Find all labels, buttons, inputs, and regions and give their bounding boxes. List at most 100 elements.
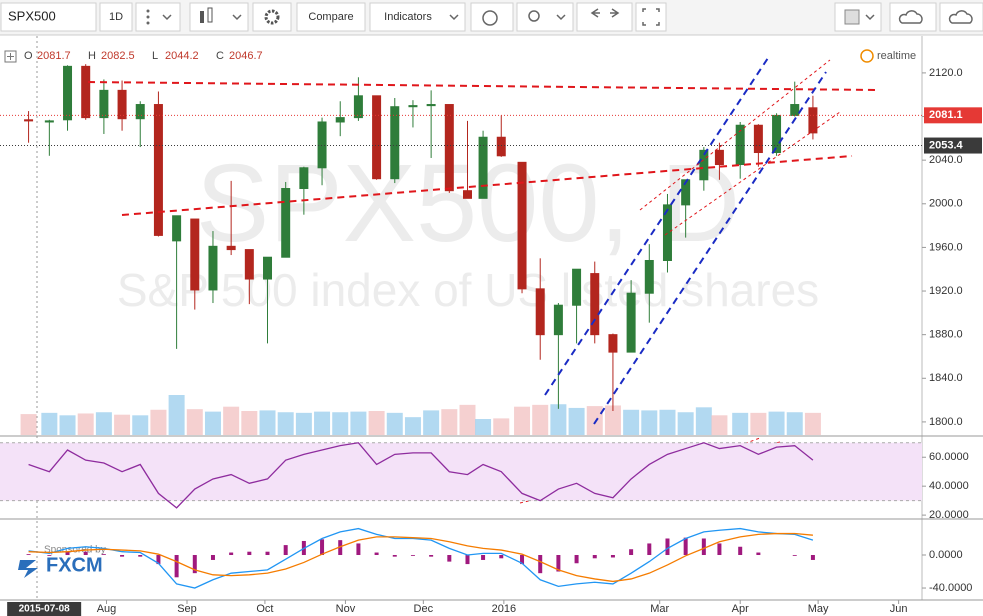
interval: 1D [109,11,123,23]
interval-box[interactable] [99,2,133,32]
macd-histogram-bar [538,555,543,574]
compare-button[interactable] [296,2,366,32]
x-tick-label: 2016 [492,603,516,615]
candle-body [444,104,454,192]
price-label: 2053.4 [929,139,964,151]
compare: Compare [308,11,353,23]
macd-histogram-bar [647,543,652,556]
macd-histogram-bar [465,555,470,565]
candle-body [772,114,782,154]
indicators-button[interactable] [369,2,466,32]
volume-bar [641,410,658,435]
legend-label: H [88,50,96,62]
undo-icon [590,8,600,18]
macd-histogram-bar [481,555,486,560]
candle-body [317,121,327,169]
candle-body [81,65,91,119]
volume-bar [711,415,728,435]
resistance-line [87,81,876,91]
caret [162,14,172,21]
macd-histogram-bar [429,555,434,557]
alert-button[interactable] [470,2,514,32]
y-tick-label: 1960.0 [929,241,963,253]
candle-body [372,95,382,180]
header-legend: O 2081.7 H 2082.5 L 2044.2 C 2046.7 realtime [4,49,916,63]
symbol-box[interactable] [0,2,97,32]
macd-histogram-bar [65,551,70,556]
settings-button[interactable] [252,2,292,32]
volume-bar [532,404,549,435]
candle-body [608,334,618,353]
price-label: 2081.1 [929,109,963,121]
legend-value: 2044.2 [165,50,199,62]
x-tick-label: Dec [414,603,434,615]
volume-bar [77,413,94,435]
volume-bar [586,406,603,435]
channel-line [544,57,769,396]
sponsor: Sponsored by FXCM [18,545,106,578]
volume-bar [604,405,621,435]
candle-body [353,95,363,119]
x-tick-label: Jun [890,603,908,615]
caret [865,14,875,21]
volume-bar [750,412,767,435]
ideas-button[interactable] [516,2,574,32]
volume-bar [786,412,803,435]
layout-icon [844,9,860,25]
candle-body [735,124,745,166]
candle-body [753,124,763,154]
macd-histogram-bar [683,537,688,556]
volume-bar [550,404,567,435]
volume-bar [441,409,458,435]
volume-bar [423,410,440,435]
y-tick-label: 1920.0 [929,285,963,297]
y-tick-label: -40.0000 [929,582,972,594]
x-tick-label: Nov [336,603,356,615]
macd-histogram-bar [83,551,88,556]
collapse-icon [7,53,14,60]
save-button[interactable] [939,2,983,32]
candle-body [24,119,34,122]
candle-body [626,292,636,353]
dot [146,9,150,13]
volume-bar [732,412,749,435]
load-button[interactable] [889,2,937,32]
fullscreen-button[interactable] [635,2,667,32]
macd-histogram-bar [592,555,597,559]
candle-body [172,215,182,242]
candle-body [390,106,400,180]
macd-histogram-bar [265,551,270,556]
macd-histogram-bar [156,555,161,565]
candle-body [699,149,709,181]
price-pane [20,64,821,435]
volume-bar [804,412,821,435]
volume-bar [514,406,531,435]
candle-body [44,120,54,123]
volume-bar [41,412,58,435]
candle-body [808,107,818,134]
macd-histogram-bar [229,552,234,556]
candle-icon [207,7,213,23]
volume-bar [223,406,240,435]
y-tick-label: 40.0000 [929,480,969,492]
macd-histogram-bar [320,539,325,556]
volume-bar [295,412,312,435]
watermark: SPX500, D S&P 500 index of US listed sha… [117,142,819,316]
y-tick-label: 20.0000 [929,509,969,521]
macd-histogram-bar [26,554,31,556]
volume-bar [768,411,785,435]
macd-histogram-bar [665,538,670,556]
candle-body [117,89,127,120]
channel-line [639,59,831,211]
volume-bar [132,415,149,435]
undo-redo[interactable] [576,2,633,32]
volume-bar [677,412,694,435]
volume-bar [259,410,276,435]
volume-bar [623,409,640,435]
volume-bar [350,411,367,435]
macd-histogram-bar [210,555,215,560]
macd-histogram-bar [556,555,561,572]
more-button[interactable] [135,2,181,32]
macd-histogram-bar [756,552,761,556]
